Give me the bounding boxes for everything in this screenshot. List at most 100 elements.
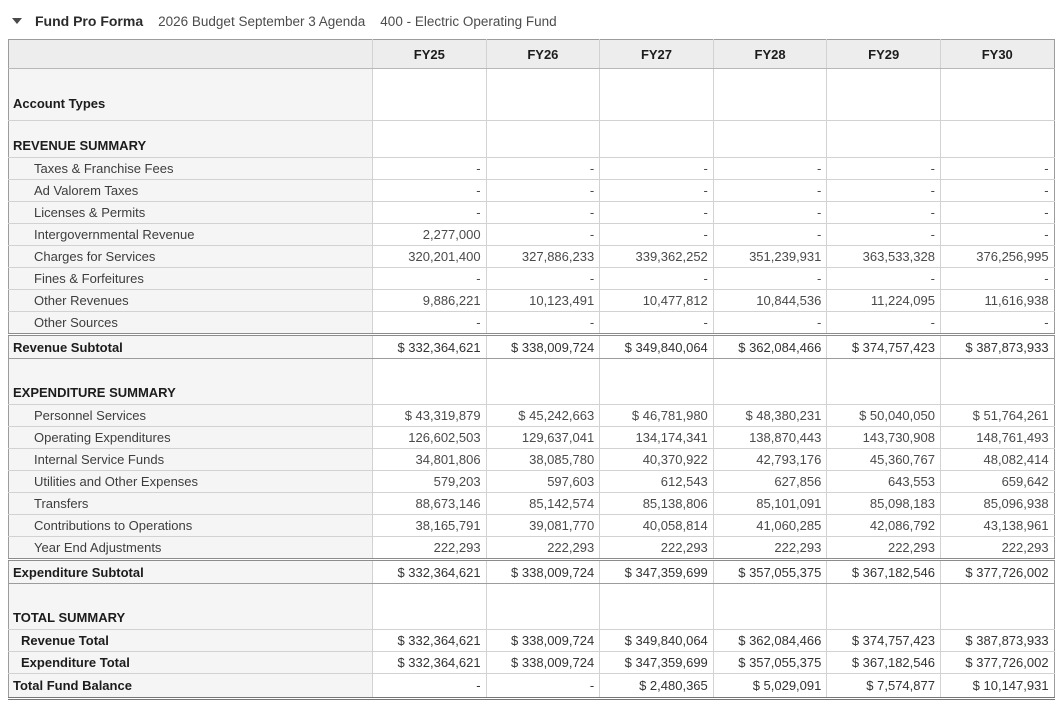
value-cell: - [826,157,941,180]
table-row-expenditure-total: Expenditure Total $ 332,364,621 $ 338,009,… [8,651,1055,674]
value-cell: 11,616,938 [939,289,1055,312]
value-cell: - [485,157,601,180]
value-cell [826,583,941,630]
value-cell: $ 2,480,365 [599,673,714,700]
table-row-licenses-permits: Licenses & Permits - - - - - - [8,201,1055,224]
column-header-fy25: FY25 [372,39,487,69]
collapse-caret-icon[interactable] [12,18,22,24]
value-cell: - [826,267,941,290]
value-cell: $ 45,242,663 [485,404,601,427]
value-cell: - [712,201,828,224]
value-cell: - [826,179,941,202]
value-cell: 222,293 [599,536,714,560]
row-label: Revenue Subtotal [8,333,373,359]
row-label: TOTAL SUMMARY [8,583,373,630]
value-cell: $ 377,726,002 [939,558,1055,584]
value-cell: 376,256,995 [939,245,1055,268]
value-cell: - [599,157,714,180]
value-cell: 10,123,491 [485,289,601,312]
value-cell: $ 357,055,375 [712,558,828,584]
table-row-total-fund-balance: Total Fund Balance - - $ 2,480,365 $ 5,029,0… [8,673,1055,700]
table-row-transfers: Transfers 88,673,146 85,142,574 85,138,806 8… [8,492,1055,515]
row-label: Other Sources [8,311,373,335]
value-cell: 222,293 [826,536,941,560]
row-label: Utilities and Other Expenses [8,470,373,493]
value-cell: 45,360,767 [826,448,941,471]
value-cell: $ 362,084,466 [712,333,828,359]
value-cell: $ 367,182,546 [826,558,941,584]
pro-forma-table: FY25 FY26 FY27 FY28 FY29 FY30 Account Types RE… [8,39,1055,700]
fund-name-label: 400 - Electric Operating Fund [380,13,557,29]
value-cell [599,583,714,630]
row-label: Licenses & Permits [8,201,373,224]
table-row-utilities-and-other-expenses: Utilities and Other Expenses 579,203 597,6… [8,470,1055,493]
value-cell: - [372,311,487,335]
row-label: Operating Expenditures [8,426,373,449]
value-cell: - [712,157,828,180]
value-cell [372,583,487,630]
value-cell: $ 387,873,933 [939,629,1055,652]
table-row-intergovernmental-revenue: Intergovernmental Revenue 2,277,000- - - - - [8,223,1055,246]
row-label: REVENUE SUMMARY [8,120,373,158]
value-cell: - [599,223,714,246]
value-cell: 85,098,183 [826,492,941,515]
value-cell: $ 46,781,980 [599,404,714,427]
pro-forma-titlebar: Fund Pro Forma 2026 Budget September 3 A… [0,0,1062,32]
page-title: Fund Pro Forma [35,13,144,29]
table-row-total-summary: TOTAL SUMMARY [8,583,1055,630]
value-cell: $ 349,840,064 [599,333,714,359]
value-cell: - [599,267,714,290]
value-cell [826,68,941,121]
value-cell: $ 338,009,724 [485,651,601,674]
value-cell: $ 332,364,621 [372,558,487,584]
row-label: Fines & Forfeitures [8,267,373,290]
value-cell: - [826,223,941,246]
value-cell: - [372,201,487,224]
value-cell: 40,058,814 [599,514,714,537]
value-cell [826,120,941,158]
value-cell: $ 7,574,877 [826,673,941,700]
table-row-expenditure-summary: EXPENDITURE SUMMARY [8,358,1055,405]
value-cell: - [939,157,1055,180]
column-header-fy30: FY30 [939,39,1055,69]
value-cell: 40,370,922 [599,448,714,471]
value-cell: 351,239,931 [712,245,828,268]
value-cell [712,68,828,121]
value-cell: $ 48,380,231 [712,404,828,427]
value-cell: - [599,179,714,202]
value-cell: $ 357,055,375 [712,651,828,674]
value-cell: 222,293 [712,536,828,560]
value-cell: 41,060,285 [712,514,828,537]
value-cell [939,583,1055,630]
value-cell: - [485,201,601,224]
table-row-revenue-subtotal: Revenue Subtotal $ 332,364,621 $ 338,009,7… [8,333,1055,359]
value-cell: - [939,179,1055,202]
value-cell: 627,856 [712,470,828,493]
budget-name-label: 2026 Budget September 3 Agenda [158,13,366,29]
row-label: Year End Adjustments [8,536,373,560]
row-label: Taxes & Franchise Fees [8,157,373,180]
value-cell: 643,553 [826,470,941,493]
value-cell [826,358,941,405]
table-row-other-sources: Other Sources - - - - - - [8,311,1055,335]
value-cell: 34,801,806 [372,448,487,471]
value-cell: - [485,223,601,246]
value-cell: 320,201,400 [372,245,487,268]
pro-forma-grid-container: FY25 FY26 FY27 FY28 FY29 FY30 Account Types RE… [8,39,1062,700]
value-cell: 363,533,328 [826,245,941,268]
value-cell: 134,174,341 [599,426,714,449]
value-cell: $ 349,840,064 [599,629,714,652]
column-header-fy27: FY27 [599,39,714,69]
table-row-operating-expenditures: Operating Expenditures 126,602,503 129,637… [8,426,1055,449]
value-cell: 138,870,443 [712,426,828,449]
value-cell: 38,085,780 [485,448,601,471]
value-cell: 11,224,095 [826,289,941,312]
row-label: Revenue Total [8,629,373,652]
table-row-revenue-total: Revenue Total $ 332,364,621 $ 338,009,724 $… [8,629,1055,652]
value-cell: - [939,311,1055,335]
value-cell: 39,081,770 [485,514,601,537]
table-row-personnel-services: Personnel Services $ 43,319,879 $ 45,242,6… [8,404,1055,427]
table-row-revenue-summary: REVENUE SUMMARY [8,120,1055,158]
value-cell [599,358,714,405]
value-cell: - [372,157,487,180]
